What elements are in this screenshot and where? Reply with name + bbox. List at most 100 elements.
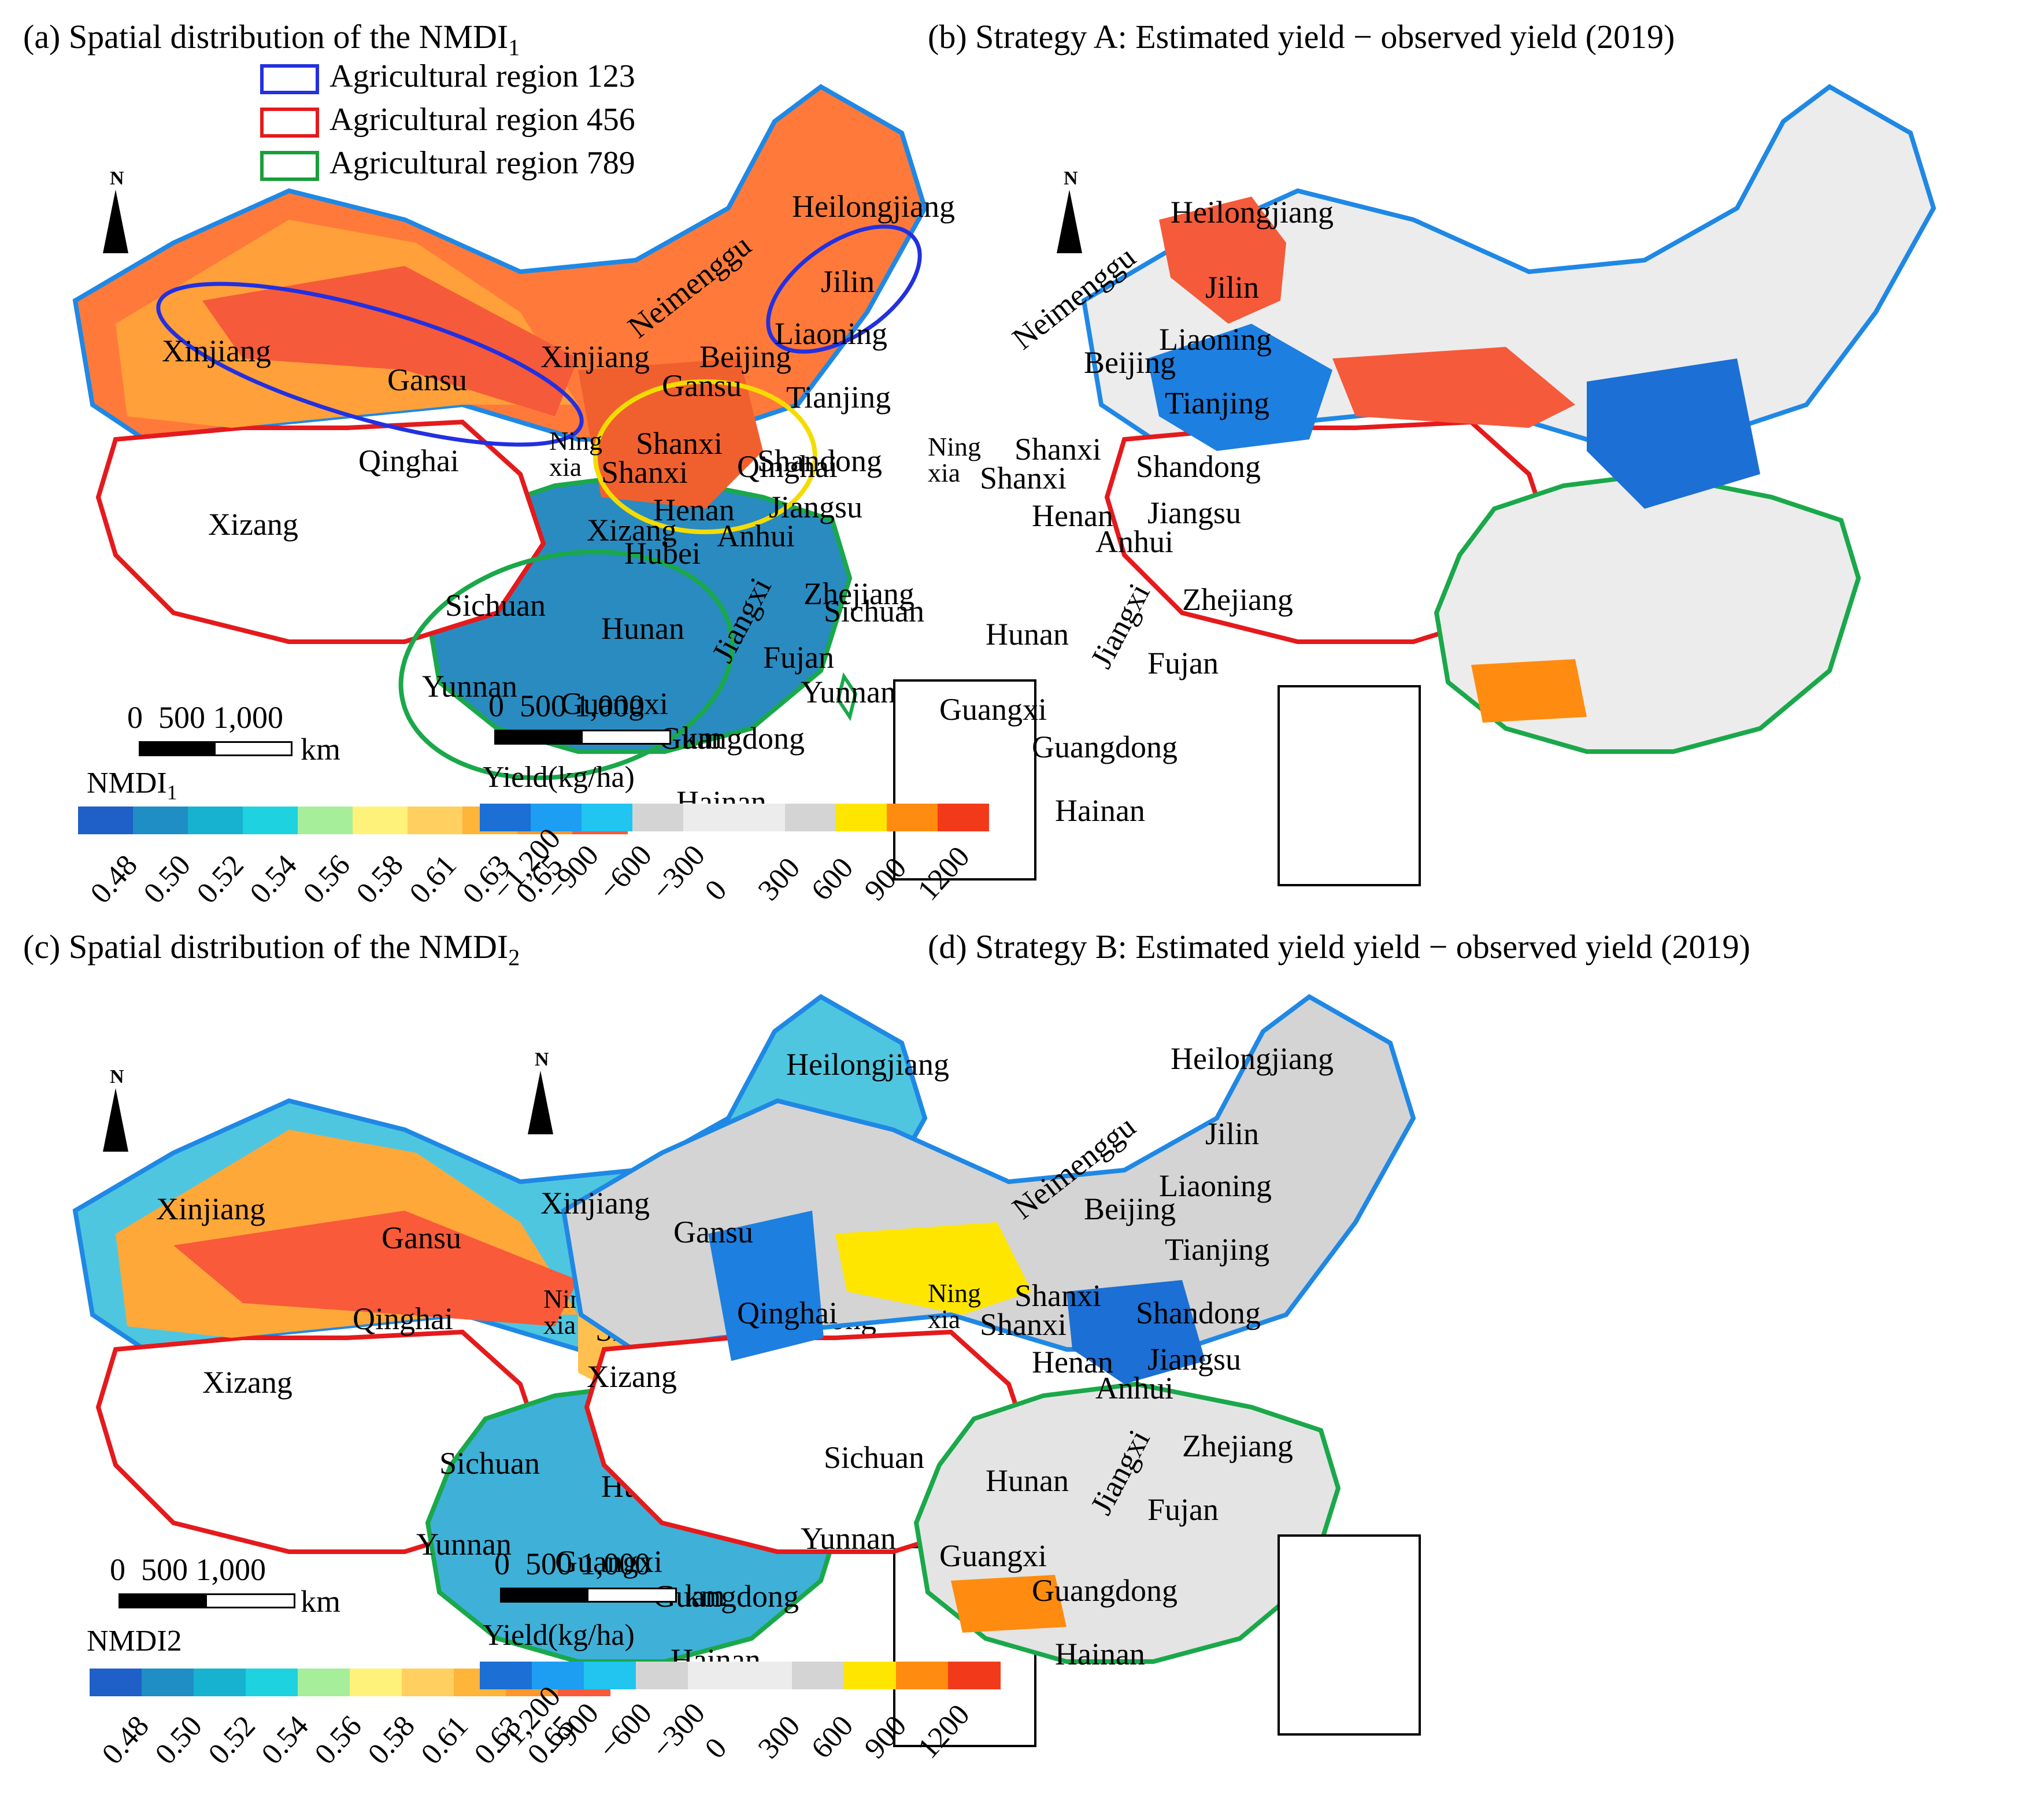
- label-liaoning: Liaoning: [1159, 322, 1272, 357]
- label-zhejiang: Zhejiang: [804, 576, 914, 611]
- label-qinghai: Qinghai: [737, 1296, 838, 1330]
- label-guangdong: Guangdong: [653, 1579, 799, 1614]
- label-xizang: Xizang: [587, 513, 677, 548]
- label-shanxi-2: Shanxi: [601, 455, 688, 490]
- north-china-fill: [578, 358, 763, 509]
- legend-swatch: [243, 807, 298, 834]
- ellipse-123: [156, 282, 584, 447]
- panel-d: (d) Strategy B: Estimated yield yield − …: [480, 910, 2017, 1820]
- label-liaoning: Liaoning: [775, 316, 887, 351]
- scale-labels: 0 500 1,000: [494, 1547, 650, 1581]
- label-beijing: Beijing: [1084, 345, 1176, 380]
- label-guangxi: Guangxi: [561, 686, 668, 721]
- south-china-sea-inset: [893, 679, 1036, 881]
- label-xia: xia: [543, 1310, 576, 1340]
- label-henan: Henan: [653, 493, 735, 527]
- region-legend-456: Agricultural region 456: [260, 101, 635, 138]
- region-456-outline: [95, 419, 546, 644]
- label-yunnan: Yunnan: [422, 669, 517, 704]
- legend-swatch: [480, 804, 531, 831]
- legend-swatch: [948, 1662, 1001, 1689]
- legend-title: Yield(kg/ha): [483, 1619, 635, 1652]
- label-ning: Ning: [928, 432, 981, 461]
- color-legend-d: [480, 1662, 1001, 1689]
- ellipse-ne: [766, 224, 922, 354]
- label-heilongjiang: Heilongjiang: [1171, 195, 1334, 230]
- label-henan: Henan: [1032, 1345, 1113, 1379]
- label-shanxi-2: Shanxi: [980, 461, 1067, 495]
- map-d: [561, 994, 1416, 1664]
- legend-swatch: [582, 804, 633, 831]
- label-shanxi-1: Shanxi: [636, 426, 723, 461]
- legend-swatch: [636, 1662, 688, 1689]
- scale-bar: [119, 1593, 295, 1608]
- label-shanxi-1: Shanxi: [1014, 1278, 1102, 1313]
- scale-bar: [494, 730, 671, 745]
- scale-bar: [500, 1588, 677, 1603]
- label-xinjiang: Xinjiang: [540, 339, 650, 374]
- legend-swatch: [785, 804, 836, 831]
- scale-labels: 0 500 1,000: [110, 1552, 266, 1587]
- label-qinghai: Qinghai: [353, 1301, 453, 1336]
- label-gansu: Gansu: [662, 368, 742, 403]
- label-liaoning: Liaoning: [1159, 1168, 1272, 1203]
- label-shandong: Shandong: [1136, 1296, 1261, 1330]
- label-xia: xia: [549, 452, 582, 482]
- label-xizang: Xizang: [208, 507, 298, 542]
- label-hubei: Hubei: [624, 536, 701, 571]
- label-xia: xia: [928, 1304, 961, 1334]
- label-qinghai: Qinghai: [358, 443, 459, 478]
- panel-c-title: (c) Spatial distribution of the NMDI2: [23, 928, 520, 971]
- label-fujian: Fujan: [763, 640, 835, 675]
- legend-swatch: [632, 804, 684, 831]
- legend-swatch: [896, 1662, 949, 1689]
- legend-swatch: [480, 1662, 532, 1689]
- label-tianjing: Tianjing: [786, 380, 891, 415]
- label-zhejiang: Zhejiang: [1182, 1429, 1293, 1463]
- label-guangxi: Guangxi: [939, 1538, 1047, 1573]
- label-xizang: Xizang: [202, 1365, 292, 1400]
- legend-swatch: [298, 1669, 350, 1696]
- label-shandong: Shandong: [1136, 449, 1261, 484]
- label-xinjiang: Xinjiang: [162, 334, 271, 368]
- label-beijing: Beijing: [1084, 1192, 1176, 1226]
- label-hainan: Hainan: [1055, 1637, 1145, 1671]
- south-china-sea-inset: [1278, 1534, 1421, 1736]
- north-arrow-icon: N: [528, 1049, 553, 1134]
- label-xinjiang: Xinjiang: [156, 1192, 265, 1226]
- label-fujian: Fujan: [1147, 646, 1219, 680]
- label-yunnan: Yunnan: [801, 675, 896, 709]
- label-fujian: Fujan: [1147, 1492, 1219, 1527]
- scale-bar: [139, 741, 292, 756]
- legend-swatch: [78, 807, 134, 834]
- label-yunnan: Yunnan: [416, 1527, 512, 1562]
- label-shanxi-1: Shanxi: [1014, 432, 1102, 467]
- legend-swatch: [353, 807, 408, 834]
- legend-swatch: [194, 1669, 246, 1696]
- scale-unit: km: [301, 1584, 341, 1619]
- label-heilongjiang: Heilongjiang: [1171, 1041, 1334, 1076]
- panel-a-title: (a) Spatial distribution of the NMDI1: [23, 18, 520, 61]
- region-legend-123: Agricultural region 123: [260, 58, 635, 95]
- label-anhui: Anhui: [1095, 1371, 1173, 1405]
- label-ning: Ning: [928, 1278, 981, 1308]
- label-gansu: Gansu: [387, 362, 467, 397]
- legend-swatch: [938, 804, 989, 831]
- legend-swatch: [402, 1669, 454, 1696]
- scale-labels: 0 500 1,000: [488, 689, 645, 723]
- legend-swatch: [531, 804, 582, 831]
- scale-unit: km: [301, 732, 341, 767]
- scale-labels: 0 500 1,000: [127, 700, 283, 735]
- scale-unit: km: [685, 1578, 725, 1613]
- label-hunan: Hunan: [601, 611, 684, 646]
- panel-a: (a) Spatial distribution of the NMDI1 Ag…: [0, 0, 1036, 910]
- label-guangxi: Guangxi: [555, 1544, 662, 1579]
- label-gansu: Gansu: [673, 1215, 753, 1249]
- legend-swatch: [887, 804, 938, 831]
- label-guangdong: Guangdong: [1032, 1573, 1178, 1608]
- taiwan: [836, 672, 858, 722]
- legend-swatch: [298, 807, 353, 834]
- map-a: [72, 84, 928, 780]
- legend-swatch: [792, 1662, 845, 1689]
- label-jiangsu: Jiangsu: [1147, 495, 1241, 530]
